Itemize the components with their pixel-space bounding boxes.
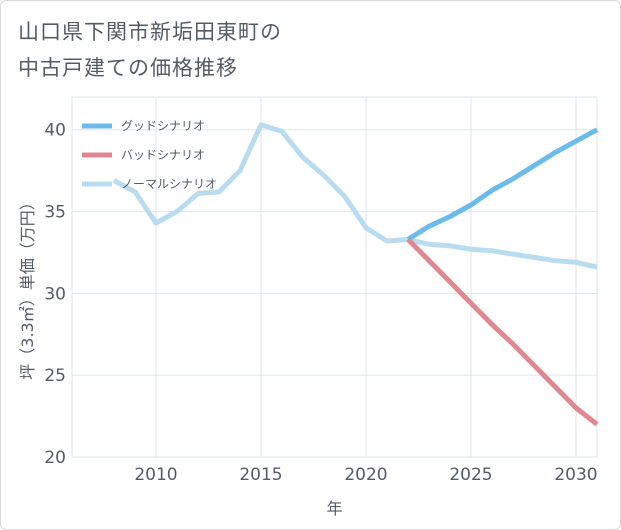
y-tick-label: 25 xyxy=(44,366,66,386)
x-tick-label: 2015 xyxy=(239,465,282,485)
series-line-1 xyxy=(406,127,599,242)
legend-label-3: ノーマルシナリオ xyxy=(121,177,217,191)
x-tick-label: 2020 xyxy=(344,465,387,485)
chart-title-line-2: 中古戸建ての価格推移 xyxy=(18,56,238,80)
y-tick-label: 35 xyxy=(44,203,66,223)
y-tick-label: 40 xyxy=(44,121,66,141)
legend-label-1: グッドシナリオ xyxy=(121,119,205,133)
grid-lines xyxy=(71,96,598,458)
legend-label-2: バッドシナリオ xyxy=(121,148,205,162)
series-lines xyxy=(112,122,599,427)
series-line-2 xyxy=(406,237,599,427)
x-tick-label: 2030 xyxy=(554,465,597,485)
x-tick-label: 2010 xyxy=(134,465,177,485)
chart-title-line-1: 山口県下関市新垢田東町の xyxy=(18,20,282,44)
chart-title: 山口県下関市新垢田東町の 中古戸建ての価格推移 xyxy=(18,14,438,86)
x-tick-label: 2025 xyxy=(449,465,492,485)
x-axis-title: 年 xyxy=(326,499,342,518)
y-axis-title: 坪（3.3㎡）単価（万円） xyxy=(18,194,37,379)
y-tick-label: 20 xyxy=(44,448,66,468)
series-line-3 xyxy=(112,122,598,270)
y-tick-label: 30 xyxy=(44,284,66,304)
